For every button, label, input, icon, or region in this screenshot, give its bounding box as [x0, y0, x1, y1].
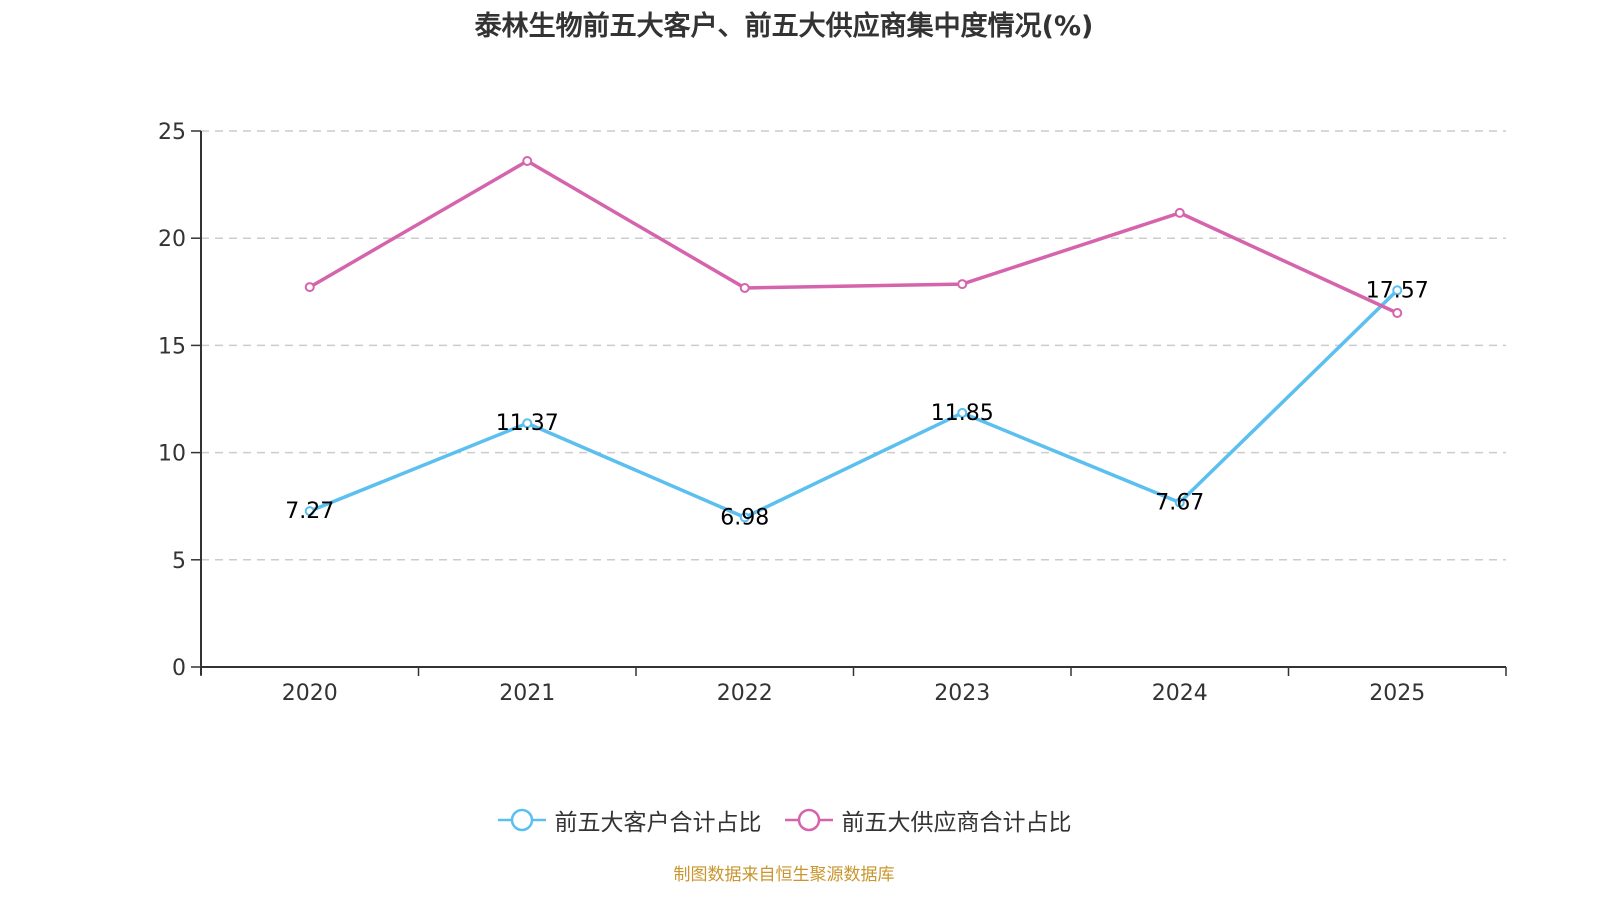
- y-tick-label: 10: [158, 442, 186, 467]
- data-label: 7.67: [1155, 491, 1204, 516]
- grid-lines: [201, 130, 1506, 561]
- data-point: [739, 512, 750, 523]
- data-labels: 7.27 11.37 6.98 11.85 7.67 17.57: [285, 278, 1428, 530]
- legend-circle: [510, 808, 533, 832]
- data-label: 17.57: [1366, 278, 1429, 303]
- data-point: [957, 407, 968, 418]
- x-tick-label: 2025: [1369, 681, 1425, 706]
- data-source-note: 制图数据来自恒生聚源数据库: [673, 865, 895, 885]
- data-point: [1392, 308, 1403, 319]
- legend-circle: [797, 808, 820, 832]
- legend-item-customers[interactable]: 前五大客户合计占比: [497, 803, 762, 837]
- data-point: [304, 282, 315, 293]
- legend-label: 前五大供应商合计占比: [841, 810, 1072, 836]
- series-line-0: [309, 289, 1399, 520]
- y-tick-label: 20: [158, 227, 186, 252]
- data-point: [522, 418, 533, 429]
- series: [304, 156, 1403, 523]
- legend-line-circle-icon: [784, 808, 833, 832]
- y-tick-label: 0: [172, 656, 186, 681]
- data-label: 7.27: [285, 499, 334, 524]
- data-point: [304, 506, 315, 517]
- x-tick-label: 2023: [934, 681, 990, 706]
- x-tick-label: 2020: [282, 681, 338, 706]
- x-tick-label: 2022: [717, 681, 773, 706]
- data-point: [1392, 285, 1403, 296]
- legend-label: 前五大客户合计占比: [554, 810, 762, 836]
- data-label: 6.98: [720, 505, 769, 530]
- x-tick-label: 2021: [499, 681, 555, 706]
- series-line-1: [308, 159, 1398, 315]
- data-point: [1174, 497, 1185, 508]
- data-label: 11.85: [931, 401, 994, 426]
- data-label: 11.37: [496, 411, 559, 436]
- x-tick-label: 2024: [1152, 681, 1208, 706]
- legend: 前五大客户合计占比 前五大供应商合计占比: [0, 803, 1568, 837]
- legend-line-circle-icon: [497, 808, 546, 832]
- legend-item-suppliers[interactable]: 前五大供应商合计占比: [784, 803, 1072, 837]
- y-tick-label: 25: [158, 120, 186, 145]
- y-tick-label: 5: [172, 549, 186, 574]
- data-point: [957, 279, 968, 290]
- y-tick-label: 15: [158, 334, 186, 359]
- data-point: [739, 282, 750, 293]
- data-point: [522, 156, 533, 167]
- data-point: [1174, 207, 1185, 218]
- chart-title: 泰林生物前五大客户、前五大供应商集中度情况(%): [474, 11, 1094, 42]
